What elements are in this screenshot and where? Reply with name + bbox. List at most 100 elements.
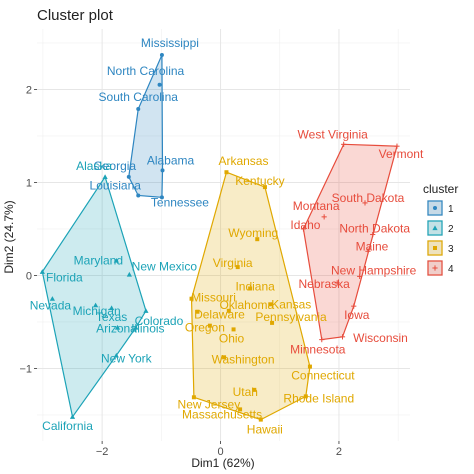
label-alabama: Alabama xyxy=(147,153,195,167)
point-labels: Mississippi North Carolina South Carolina G… xyxy=(30,36,424,437)
legend-label: 3 xyxy=(448,244,454,255)
label-nebraska: Nebraska xyxy=(298,277,350,291)
point-oregon xyxy=(207,323,212,328)
cluster-points xyxy=(39,53,400,422)
point-wyoming xyxy=(255,237,260,242)
label-louisiana: Louisiana xyxy=(90,178,142,192)
point-alabama xyxy=(160,168,165,173)
label-oklahoma: Oklahoma xyxy=(219,298,274,312)
x-axis-title: Dim1 (62%) xyxy=(191,456,254,470)
label-new-jersey: New Jersey xyxy=(178,397,241,411)
legend-marker xyxy=(432,225,438,231)
point-massachusetts xyxy=(238,407,243,412)
point-washington xyxy=(222,355,227,360)
point-colorado xyxy=(143,308,149,313)
legend-marker xyxy=(432,265,438,271)
point-south-carolina xyxy=(136,106,141,111)
x-tick-label: 0 xyxy=(217,446,223,458)
label-florida: Florida xyxy=(46,271,83,285)
point-nevada xyxy=(49,296,55,301)
label-vermont: Vermont xyxy=(379,147,424,161)
point-west-virginia xyxy=(341,141,347,147)
label-georgia: Georgia xyxy=(93,159,136,173)
label-connecticut: Connecticut xyxy=(291,369,355,383)
point-new-mexico xyxy=(126,271,132,277)
y-axis-ticks: −1 0 1 2 xyxy=(19,84,37,375)
label-maryland: Maryland xyxy=(74,254,123,268)
label-michigan: Michigan xyxy=(73,304,121,318)
point-iowa xyxy=(351,303,357,309)
point-south-dakota xyxy=(362,200,368,206)
label-missouri: Missouri xyxy=(191,291,236,305)
y-tick-label: 1 xyxy=(26,177,32,189)
point-nebraska xyxy=(334,280,340,286)
point-california xyxy=(69,414,76,419)
label-indiana: Indiana xyxy=(235,279,275,293)
legend-title: cluster xyxy=(423,182,458,196)
label-texas: Texas xyxy=(96,310,127,324)
label-west-virginia: West Virginia xyxy=(298,127,369,141)
legend-label: 4 xyxy=(448,264,454,275)
point-arizona xyxy=(114,324,121,330)
label-kansas: Kansas xyxy=(271,297,311,311)
label-delaware: Delaware xyxy=(194,308,245,322)
point-rhode-island xyxy=(303,394,308,399)
point-new-york xyxy=(113,352,119,358)
point-florida xyxy=(39,269,45,274)
label-alaska: Alaska xyxy=(76,159,112,173)
point-illinois xyxy=(133,324,139,330)
point-oklahoma xyxy=(226,308,231,313)
point-montana xyxy=(321,214,327,220)
grid-minor xyxy=(37,29,410,441)
point-texas xyxy=(109,305,115,311)
cluster-3-hull xyxy=(190,171,311,421)
point-wisconsin xyxy=(339,334,346,340)
chart-title: Cluster plot xyxy=(37,7,114,24)
label-pennsylvania: Pennsylvania xyxy=(255,310,327,324)
label-california: California xyxy=(42,419,93,433)
label-new-hampshire: New Hampshire xyxy=(331,263,417,277)
label-washington: Washington xyxy=(212,352,275,366)
label-montana: Montana xyxy=(293,199,340,213)
legend-item-1: 1 xyxy=(427,200,454,216)
label-colorado: Colorado xyxy=(135,314,184,328)
label-utah: Utah xyxy=(233,385,258,399)
legend-marker xyxy=(433,246,437,250)
point-alaska xyxy=(102,174,108,179)
label-hawaii: Hawaii xyxy=(247,423,283,437)
point-maine xyxy=(365,248,371,254)
y-tick-label: −1 xyxy=(19,363,32,375)
y-axis-title: Dim2 (24.7%) xyxy=(2,200,16,273)
point-kentucky xyxy=(262,185,267,190)
label-minnesota: Minnesota xyxy=(290,343,346,357)
x-axis-ticks: −2 0 2 xyxy=(96,441,342,458)
point-mississippi xyxy=(159,53,164,58)
label-rhode-island: Rhode Island xyxy=(283,391,354,405)
legend: cluster 1 2 3 4 xyxy=(423,182,458,276)
y-tick-label: 0 xyxy=(26,270,32,282)
point-ohio xyxy=(231,327,236,332)
point-tennessee xyxy=(159,195,164,200)
point-utah xyxy=(252,387,257,392)
label-wisconsin: Wisconsin xyxy=(353,331,408,345)
label-iowa: Iowa xyxy=(344,308,370,322)
label-wyoming: Wyoming xyxy=(228,226,278,240)
label-new-york: New York xyxy=(101,351,153,365)
label-kentucky: Kentucky xyxy=(235,174,284,188)
label-virginia: Virginia xyxy=(213,256,253,270)
label-north-dakota: North Dakota xyxy=(339,222,410,236)
point-north-dakota xyxy=(370,231,376,238)
point-vermont xyxy=(394,143,400,149)
point-michigan xyxy=(93,302,99,308)
point-new-jersey xyxy=(191,395,196,400)
legend-item-2: 2 xyxy=(427,220,454,236)
label-new-mexico: New Mexico xyxy=(132,260,198,274)
y-tick-label: 2 xyxy=(26,84,32,96)
point-arkansas xyxy=(224,170,229,175)
point-pennsylvania xyxy=(270,320,275,325)
point-indiana xyxy=(248,286,253,291)
label-south-dakota: South Dakota xyxy=(332,191,405,205)
legend-label: 1 xyxy=(448,204,454,215)
point-north-carolina xyxy=(157,82,162,87)
point-kansas xyxy=(268,302,273,307)
